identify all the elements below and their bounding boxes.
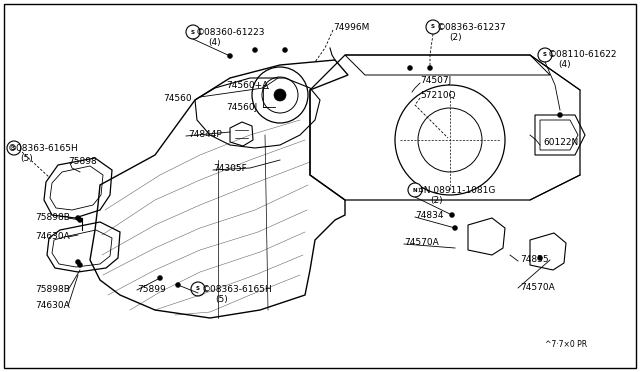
Text: 74996M: 74996M <box>333 23 369 32</box>
Text: ©08110-61622: ©08110-61622 <box>548 50 618 59</box>
Circle shape <box>408 183 422 197</box>
Circle shape <box>76 215 81 221</box>
Text: (2): (2) <box>449 33 461 42</box>
Circle shape <box>157 276 163 280</box>
Text: ^7·7×0 PR: ^7·7×0 PR <box>545 340 587 349</box>
Text: 74560J: 74560J <box>226 103 257 112</box>
Text: 75899: 75899 <box>137 285 166 294</box>
Text: 74630A: 74630A <box>35 301 70 310</box>
Text: S: S <box>196 286 200 292</box>
Text: 74560: 74560 <box>163 94 191 103</box>
Circle shape <box>538 256 543 260</box>
Text: 75898B: 75898B <box>35 213 70 222</box>
Text: (4): (4) <box>558 60 571 69</box>
Text: 74630A: 74630A <box>35 232 70 241</box>
Text: (5): (5) <box>215 295 228 304</box>
Text: S: S <box>543 52 547 58</box>
Text: 74570A: 74570A <box>404 238 439 247</box>
Circle shape <box>428 65 433 71</box>
Circle shape <box>538 48 552 62</box>
Circle shape <box>274 89 286 101</box>
Text: 75898: 75898 <box>68 157 97 166</box>
Circle shape <box>426 20 440 34</box>
Circle shape <box>452 225 458 231</box>
Circle shape <box>191 282 205 296</box>
Text: 74844P: 74844P <box>188 130 221 139</box>
Circle shape <box>77 218 83 222</box>
Circle shape <box>449 212 454 218</box>
Text: ©08363-6165H: ©08363-6165H <box>202 285 273 294</box>
Circle shape <box>175 282 180 288</box>
Text: ¤N 08911-1081G: ¤N 08911-1081G <box>418 186 495 195</box>
Text: S: S <box>431 25 435 29</box>
Text: ©08363-61237: ©08363-61237 <box>437 23 507 32</box>
Circle shape <box>7 141 21 155</box>
Circle shape <box>77 263 83 267</box>
Text: 57210Q: 57210Q <box>420 91 456 100</box>
Text: 60122N: 60122N <box>543 138 579 147</box>
Circle shape <box>253 48 257 52</box>
Text: 74560+A: 74560+A <box>226 81 268 90</box>
Circle shape <box>227 54 232 58</box>
Text: S: S <box>12 145 16 151</box>
Circle shape <box>408 65 413 71</box>
Text: 74305F: 74305F <box>213 164 247 173</box>
Text: 75898B: 75898B <box>35 285 70 294</box>
Text: 74507J: 74507J <box>420 76 451 85</box>
Text: N: N <box>413 187 417 192</box>
Text: ©08360-61223: ©08360-61223 <box>196 28 266 37</box>
Text: 74835: 74835 <box>520 255 548 264</box>
Text: (4): (4) <box>208 38 221 47</box>
Circle shape <box>557 112 563 118</box>
Text: ©08363-6165H: ©08363-6165H <box>8 144 79 153</box>
Circle shape <box>76 260 81 264</box>
Text: 74570A: 74570A <box>520 283 555 292</box>
Text: (5): (5) <box>20 154 33 163</box>
Circle shape <box>186 25 200 39</box>
Circle shape <box>282 48 287 52</box>
Text: (2): (2) <box>430 196 443 205</box>
Text: S: S <box>191 29 195 35</box>
Text: 74834: 74834 <box>415 211 444 220</box>
